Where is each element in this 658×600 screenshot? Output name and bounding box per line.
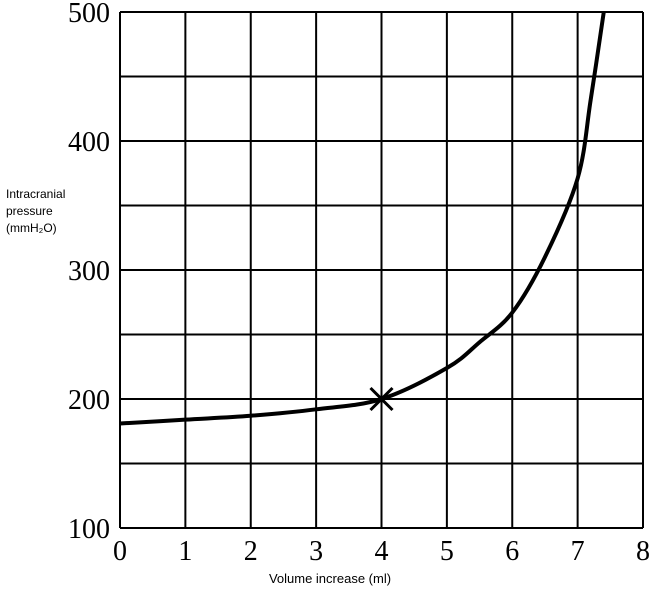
x-tick-label: 8 [636, 536, 650, 567]
y-axis-label: Intracranial pressure (mmH₂O) [6, 186, 65, 237]
x-tick-label: 5 [440, 536, 454, 567]
marker [369, 386, 394, 412]
curve [119, 11, 606, 426]
x-tick-label: 4 [375, 536, 389, 567]
y-tick-label: 300 [68, 256, 110, 287]
y-tick-label: 400 [68, 127, 110, 158]
y-tick-label: 100 [68, 514, 110, 545]
x-tick-label: 6 [505, 536, 519, 567]
y-label-line: (mmH₂O) [6, 221, 57, 235]
x-tick-label: 2 [244, 536, 258, 567]
x-tick-label: 7 [571, 536, 585, 567]
x-tick-label: 1 [178, 536, 192, 567]
y-label-line: Intracranial [6, 187, 66, 201]
x-axis-label: Volume increase (ml) [269, 571, 391, 586]
y-tick-label: 200 [68, 385, 110, 416]
y-label-line: pressure [6, 204, 53, 218]
x-tick-label: 0 [113, 536, 127, 567]
y-tick-label: 500 [68, 0, 110, 29]
x-tick-label: 3 [309, 536, 323, 567]
